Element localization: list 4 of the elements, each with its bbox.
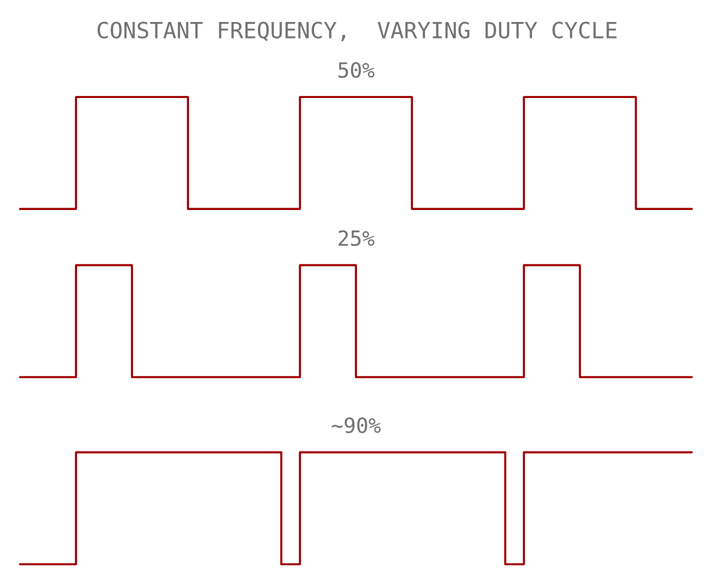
chart-title: ~90%	[332, 417, 381, 434]
chart-title: CONSTANT FREQUENCY, VARYING DUTY CYCLE	[98, 22, 616, 42]
chart-title: 25%	[338, 230, 374, 246]
chart-subtitle: 50%	[338, 62, 374, 78]
